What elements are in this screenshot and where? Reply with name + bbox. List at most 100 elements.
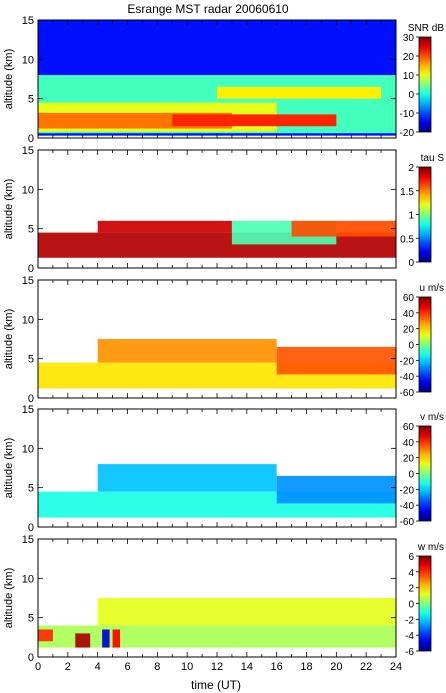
panel-3-colorbar-tick-label: 20 [403,325,415,336]
panel-1-colorbar-tick-label: 20 [403,52,415,63]
panel-4-colorbar-tick-label: 60 [403,422,415,433]
panel-1-colorbar-tick-label: 30 [403,33,415,44]
panel-3-field [38,339,396,389]
figure-title: Esrange MST radar 20060610 [127,2,289,16]
panel-1: 0 5 10 15 altitude (km) SNR dB -20 -10 0 10 20 30 [3,15,444,145]
x-tick-label: 16 [271,661,283,673]
panel-2: 0 5 10 15 altitude (km) tau S 0 0.5 1 1.5 2 [3,145,444,275]
panel-2-layer-2 [97,220,232,233]
panel-2-colorbar-tick-label: 1.5 [400,187,414,198]
panel-5-field [38,598,396,648]
panel-5-colorbar-tick-label: -6 [405,647,414,658]
panel-3-y-tick-label: 5 [28,354,34,366]
panel-2-y-tick-label: 5 [28,224,34,236]
panel-2-colorbar-tick-label: 1 [408,211,414,222]
panel-4-colorbar-tick-label: -60 [400,517,415,528]
panel-5-colorbar-tick-label: -2 [405,615,414,626]
panel-5-layer-2 [75,633,91,648]
panel-4-colorbar [418,425,432,522]
panel-5-colorbar-tick-label: 2 [408,584,414,595]
panel-4-y-tick-label: 15 [22,404,34,416]
panel-2-field [38,220,396,258]
panel-2-y-axis-label: altitude (km) [3,179,15,240]
panel-1-colorbar-label: SNR dB [408,23,444,34]
panel-1-field [38,20,396,136]
panel-3-colorbar-tick-label: -60 [400,388,415,399]
x-tick-label: 4 [95,661,101,673]
panel-2-colorbar-label: tau S [421,153,445,164]
panel-4-layer-2 [97,464,277,492]
panel-2-y-tick-label: 15 [22,145,34,157]
panel-5-layer-5 [38,629,53,642]
panel-3-colorbar [418,296,432,393]
x-tick-label: 22 [360,661,372,673]
panel-4-y-tick-label: 0 [28,522,34,534]
panel-4-y-tick-label: 5 [28,483,34,495]
panel-3-y-axis-label: altitude (km) [3,309,15,370]
panel-4-field [38,464,396,518]
panel-5-y-tick-label: 10 [22,573,34,585]
panel-2-colorbar-tick-label: 2 [408,163,414,174]
panel-5-y-tick-label: 5 [28,613,34,625]
panel-4-colorbar-tick-label: 40 [403,438,415,449]
panel-1-y-tick-label: 5 [28,94,34,106]
panel-2-colorbar-tick-label: 0 [408,258,414,269]
panel-4-y-tick-label: 10 [22,443,34,455]
panel-1-layer-5 [172,114,337,127]
panel-3: 0 5 10 15 altitude (km) u m/s -60 -40 -20 0 20 40 60 [3,275,444,405]
x-tick-label: 10 [181,661,193,673]
panel-4-colorbar-tick-label: -20 [400,485,415,496]
panel-5-colorbar-label: w m/s [417,542,444,553]
panel-1-y-axis-label: altitude (km) [3,49,15,110]
panel-5-y-tick-label: 0 [28,652,34,664]
x-tick-label: 14 [241,661,253,673]
panel-1-colorbar-tick-label: 10 [403,71,415,82]
panel-5-layer-6 [97,598,396,626]
panel-5-layer-4 [112,629,121,648]
x-tick-label: 20 [330,661,342,673]
panel-3-y-tick-label: 15 [22,275,34,287]
panel-5-layer-1 [38,625,396,648]
panel-4-colorbar-label: v m/s [420,412,444,423]
panel-5-colorbar [418,555,432,652]
panel-1-y-tick-label: 15 [22,15,34,27]
x-tick-label: 24 [390,661,402,673]
panel-3-colorbar-tick-label: 60 [403,293,415,304]
x-tick-label: 2 [65,661,71,673]
panel-5-y-tick-label: 15 [22,534,34,546]
x-tick-label: 0 [35,661,41,673]
x-tick-label: 12 [211,661,223,673]
panel-4-layer-3 [276,475,396,504]
panel-1-colorbar-tick-label: -10 [400,109,415,120]
panel-3-y-tick-label: 0 [28,393,34,405]
panel-5-y-axis-label: altitude (km) [3,568,15,629]
panel-2-layer-4 [291,220,396,237]
panel-4-y-axis-label: altitude (km) [3,438,15,499]
panel-4-colorbar-tick-label: -40 [400,501,415,512]
panel-3-colorbar-tick-label: 40 [403,309,415,320]
panel-2-y-tick-label: 10 [22,184,34,196]
panel-5-colorbar-tick-label: 4 [408,568,414,579]
panel-3-y-tick-label: 10 [22,314,34,326]
panel-4-colorbar-tick-label: 20 [403,454,415,465]
x-tick-label: 8 [154,661,160,673]
panel-3-colorbar-tick-label: -20 [400,356,415,367]
panel-3-colorbar-tick-label: 0 [408,341,414,352]
x-axis-label: time (UT) [191,678,241,692]
panel-1-colorbar [418,36,432,133]
x-tick-label: 6 [124,661,130,673]
panel-3-layer-3 [276,346,396,375]
panel-5-colorbar-tick-label: 0 [408,600,414,611]
panel-2-y-tick-label: 0 [28,263,34,275]
panel-1-y-tick-label: 10 [22,54,34,66]
panel-1-colorbar-tick-label: 0 [408,90,414,101]
panel-5-layer-3 [102,629,110,648]
panel-5-colorbar-tick-label: 6 [408,552,414,563]
panel-4: 0 5 10 15 altitude (km) v m/s -60 -40 -20 0 20 40 60 [3,404,444,534]
panel-3-colorbar-label: u m/s [420,283,444,294]
panel-2-colorbar [418,166,432,263]
panel-1-y-tick-label: 0 [28,133,34,145]
x-tick-label: 18 [300,661,312,673]
